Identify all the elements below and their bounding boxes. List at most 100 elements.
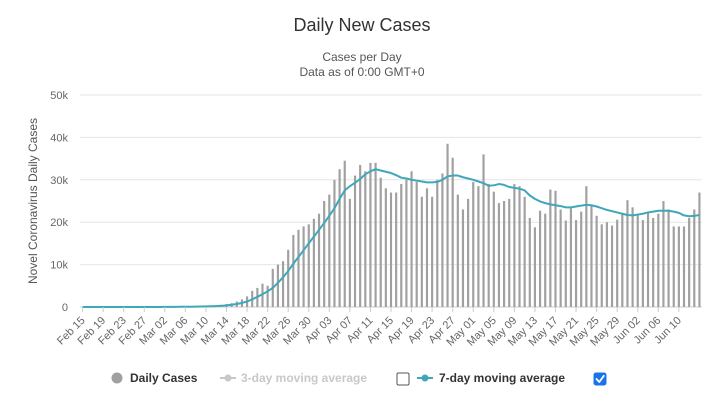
bar-daily-cases-118[interactable] [688, 217, 691, 307]
bar-daily-cases-101[interactable] [600, 224, 603, 307]
bar-daily-cases-107[interactable] [631, 207, 634, 307]
bar-daily-cases-96[interactable] [574, 220, 578, 307]
line-7-day-moving-average[interactable] [82, 168, 700, 308]
bar-daily-cases-36[interactable] [266, 285, 269, 307]
bar-daily-cases-75[interactable] [467, 198, 470, 307]
bar-daily-cases-59[interactable] [384, 188, 387, 307]
bar-daily-cases-66[interactable] [420, 196, 423, 307]
bar-daily-cases-82[interactable] [503, 201, 506, 307]
bar-daily-cases-61[interactable] [395, 192, 398, 307]
bar-daily-cases-74[interactable] [461, 209, 465, 307]
bar-daily-cases-83[interactable] [508, 198, 511, 307]
bar-daily-cases-51[interactable] [343, 160, 346, 307]
bar-daily-cases-54[interactable] [359, 164, 362, 307]
legend-7-day-label: 7-day moving average [439, 371, 565, 385]
bar-daily-cases-70[interactable] [441, 173, 444, 307]
bar-daily-cases-56[interactable] [369, 162, 372, 307]
bar-daily-cases-86[interactable] [523, 196, 526, 307]
bar-daily-cases-39[interactable] [281, 261, 285, 307]
bar-daily-cases-117[interactable] [682, 226, 686, 307]
bar-daily-cases-116[interactable] [677, 226, 680, 307]
bar-daily-cases-78[interactable] [482, 154, 485, 307]
bar-daily-cases-81[interactable] [497, 203, 501, 307]
bar-daily-cases-88[interactable] [533, 227, 537, 307]
bar-daily-cases-98[interactable] [585, 186, 588, 307]
bar-daily-cases-43[interactable] [302, 226, 305, 307]
checkbox-3-day-box[interactable] [396, 372, 410, 386]
bar-daily-cases-108[interactable] [636, 213, 639, 307]
bar-daily-cases-80[interactable] [492, 191, 495, 307]
bar-daily-cases-67[interactable] [425, 188, 429, 307]
bar-daily-cases-48[interactable] [328, 194, 331, 307]
bar-daily-cases-92[interactable] [554, 190, 557, 307]
bar-daily-cases-120[interactable] [698, 192, 701, 307]
bar-daily-cases-71[interactable] [446, 143, 449, 307]
bar-daily-cases-111[interactable] [652, 217, 655, 307]
bar-daily-cases-93[interactable] [559, 209, 562, 307]
bar-daily-cases-95[interactable] [569, 208, 572, 307]
bar-daily-cases-100[interactable] [595, 215, 598, 307]
bar-daily-cases-50[interactable] [338, 169, 341, 307]
y-tick-label-0: 0 [62, 302, 68, 314]
bar-daily-cases-87[interactable] [528, 217, 531, 307]
legend-daily-cases-label: Daily Cases [130, 371, 198, 385]
bar-daily-cases-90[interactable] [544, 213, 547, 307]
bar-daily-cases-55[interactable] [364, 171, 367, 307]
bar-daily-cases-85[interactable] [518, 186, 521, 307]
bar-daily-cases-63[interactable] [405, 179, 408, 307]
bar-daily-cases-104[interactable] [616, 219, 619, 307]
bar-daily-cases-102[interactable] [605, 222, 608, 307]
bar-daily-cases-97[interactable] [580, 211, 583, 307]
bar-daily-cases-89[interactable] [538, 210, 542, 307]
bar-daily-cases-112[interactable] [657, 213, 660, 307]
bar-daily-cases-76[interactable] [472, 181, 475, 307]
bar-daily-cases-99[interactable] [590, 205, 593, 307]
bar-daily-cases-41[interactable] [292, 234, 295, 307]
bar-daily-cases-105[interactable] [621, 213, 624, 307]
bar-daily-cases-44[interactable] [307, 224, 310, 307]
bar-daily-cases-109[interactable] [641, 220, 644, 307]
bar-daily-cases-114[interactable] [667, 209, 670, 307]
bar-daily-cases-73[interactable] [456, 194, 459, 307]
bar-daily-cases-38[interactable] [276, 264, 279, 307]
bar-daily-cases-91[interactable] [549, 189, 552, 307]
checkbox-7-day-average[interactable] [593, 372, 607, 386]
legend: Daily Cases 3-day moving average 7-day m… [111, 371, 607, 386]
bar-daily-cases-77[interactable] [477, 186, 480, 307]
bar-daily-cases-49[interactable] [333, 179, 336, 307]
bar-daily-cases-106[interactable] [626, 200, 629, 307]
bar-daily-cases-57[interactable] [374, 162, 377, 307]
y-axis-ticks: 0 10k 20k 30k 40k 50k [50, 90, 68, 314]
bar-daily-cases-40[interactable] [287, 249, 290, 307]
bar-daily-cases-79[interactable] [487, 184, 490, 307]
bar-daily-cases-84[interactable] [513, 184, 516, 307]
bar-daily-cases-46[interactable] [317, 213, 321, 307]
bar-daily-cases-119[interactable] [693, 209, 696, 307]
legend-daily-cases-symbol [111, 372, 123, 384]
bar-daily-cases-68[interactable] [431, 196, 434, 307]
bar-daily-cases-65[interactable] [415, 181, 418, 307]
bar-daily-cases-53[interactable] [353, 175, 357, 307]
bar-daily-cases-64[interactable] [410, 171, 413, 307]
bar-daily-cases-113[interactable] [662, 201, 665, 307]
bar-daily-cases-110[interactable] [646, 211, 650, 307]
checkbox-3-day-average[interactable] [396, 372, 410, 386]
bar-daily-cases-60[interactable] [389, 192, 393, 307]
bar-daily-cases-42[interactable] [297, 229, 300, 307]
bar-daily-cases-45[interactable] [312, 218, 315, 307]
bar-daily-cases-94[interactable] [564, 220, 567, 308]
bar-daily-cases-69[interactable] [436, 179, 439, 307]
bar-daily-cases-52[interactable] [348, 198, 351, 307]
bar-daily-cases-58[interactable] [379, 177, 382, 307]
legend-item-7-day-average[interactable]: 7-day moving average [417, 371, 565, 385]
bar-daily-cases-72[interactable] [451, 157, 454, 307]
bar-daily-cases-62[interactable] [400, 184, 403, 307]
y-tick-label-1: 10k [50, 260, 68, 272]
bar-daily-cases-103[interactable] [610, 225, 614, 307]
legend-item-daily-cases[interactable]: Daily Cases [111, 371, 198, 385]
bar-daily-cases-47[interactable] [323, 201, 326, 307]
legend-item-3-day-average[interactable]: 3-day moving average [220, 371, 367, 385]
bar-daily-cases-115[interactable] [672, 226, 675, 307]
